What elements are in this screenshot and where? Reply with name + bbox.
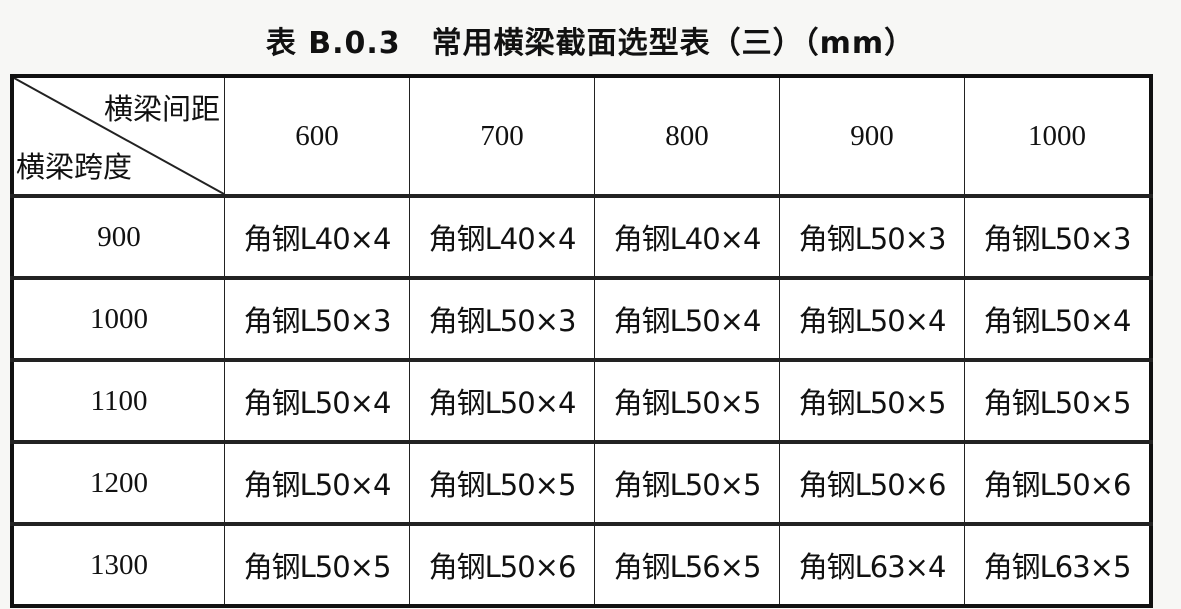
row-header: 1000 bbox=[11, 276, 225, 361]
table-cell: 角钢L50×5 bbox=[594, 440, 780, 525]
table-cell: 角钢L50×5 bbox=[964, 358, 1152, 443]
row-header: 900 bbox=[11, 194, 225, 279]
table-cell: 角钢L50×4 bbox=[779, 276, 965, 361]
table-row: 1300 角钢L50×5 角钢L50×6 角钢L56×5 角钢L63×4 角钢L… bbox=[11, 522, 1152, 607]
table-row: 1200 角钢L50×4 角钢L50×5 角钢L50×5 角钢L50×6 角钢L… bbox=[11, 440, 1152, 525]
table-cell: 角钢L50×3 bbox=[964, 194, 1152, 279]
column-header: 600 bbox=[224, 75, 410, 197]
table-cell: 角钢L50×3 bbox=[224, 276, 410, 361]
table-row: 1100 角钢L50×4 角钢L50×4 角钢L50×5 角钢L50×5 角钢L… bbox=[11, 358, 1152, 443]
table-cell: 角钢L50×5 bbox=[779, 358, 965, 443]
table-cell: 角钢L50×5 bbox=[409, 440, 595, 525]
row-header: 1200 bbox=[11, 440, 225, 525]
table-cell: 角钢L63×5 bbox=[964, 522, 1152, 607]
column-header: 900 bbox=[779, 75, 965, 197]
table-cell: 角钢L50×4 bbox=[594, 276, 780, 361]
column-axis-label: 横梁间距 bbox=[103, 92, 220, 126]
table-cell: 角钢L50×6 bbox=[779, 440, 965, 525]
table-cell: 角钢L50×5 bbox=[594, 358, 780, 443]
table-row: 1000 角钢L50×3 角钢L50×3 角钢L50×4 角钢L50×4 角钢L… bbox=[11, 276, 1152, 361]
table-cell: 角钢L50×6 bbox=[964, 440, 1152, 525]
table-cell: 角钢L50×4 bbox=[224, 440, 410, 525]
table-title: 表 B.0.3 常用横梁截面选型表（三）（mm） bbox=[265, 26, 916, 61]
table-cell: 角钢L63×4 bbox=[779, 522, 965, 607]
table-cell: 角钢L40×4 bbox=[409, 194, 595, 279]
table-cell: 角钢L50×4 bbox=[224, 358, 410, 443]
table-cell: 角钢L50×4 bbox=[964, 276, 1152, 361]
row-header: 1300 bbox=[11, 522, 225, 607]
table-cell: 角钢L50×3 bbox=[409, 276, 595, 361]
table-row: 900 角钢L40×4 角钢L40×4 角钢L40×4 角钢L50×3 角钢L5… bbox=[11, 194, 1152, 279]
table-cell: 角钢L56×5 bbox=[594, 522, 780, 607]
row-axis-label: 横梁跨度 bbox=[16, 150, 133, 184]
table-cell: 角钢L50×3 bbox=[779, 194, 965, 279]
table-cell: 角钢L50×5 bbox=[224, 522, 410, 607]
beam-section-table: 横梁间距 横梁跨度 600 700 800 900 1000 900 角钢L40… bbox=[10, 74, 1153, 608]
table-cell: 角钢L40×4 bbox=[594, 194, 780, 279]
diagonal-divider bbox=[14, 78, 224, 194]
column-header: 1000 bbox=[964, 75, 1152, 197]
corner-header-cell: 横梁间距 横梁跨度 bbox=[11, 75, 225, 197]
table-cell: 角钢L50×6 bbox=[409, 522, 595, 607]
column-header: 800 bbox=[594, 75, 780, 197]
table-cell: 角钢L50×4 bbox=[409, 358, 595, 443]
table-cell: 角钢L40×4 bbox=[224, 194, 410, 279]
header-row: 横梁间距 横梁跨度 600 700 800 900 1000 bbox=[11, 75, 1152, 197]
row-header: 1100 bbox=[11, 358, 225, 443]
column-header: 700 bbox=[409, 75, 595, 197]
